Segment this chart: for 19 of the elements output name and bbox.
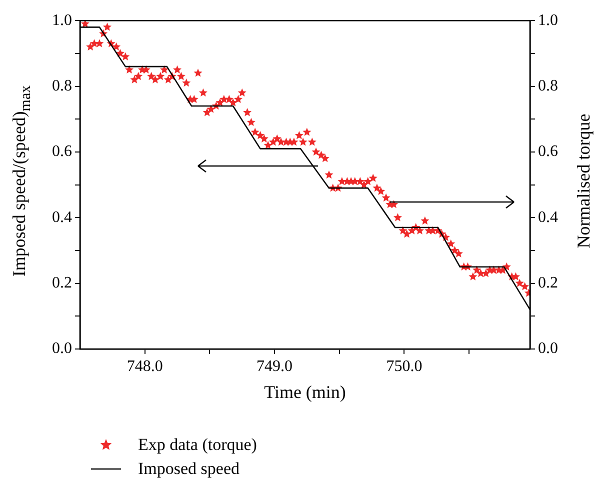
y2-tick-label: 0.4	[538, 208, 558, 226]
y2-tick-label: 0.0	[538, 340, 558, 358]
legend-label: Exp data (torque)	[138, 435, 257, 455]
y-tick-label: 0.2	[52, 274, 72, 292]
y-tick-label: 0.8	[52, 77, 72, 94]
y2-tick-label: 0.8	[538, 77, 558, 94]
y2-tick-label: 0.2	[538, 274, 558, 292]
y-tick-label: 0.0	[52, 340, 72, 358]
y-tick-label: 0.4	[52, 208, 72, 226]
x-tick-label: 750.0	[386, 358, 422, 375]
y-tick-label: 1.0	[52, 12, 72, 29]
y2-axis-title: Normalised torque	[574, 114, 594, 248]
y2-tick-label: 0.6	[538, 143, 558, 160]
y2-tick-label: 1.0	[538, 12, 558, 29]
x-tick-label: 749.0	[256, 358, 293, 375]
legend-label: Imposed speed	[138, 459, 240, 479]
y-tick-label: 0.6	[52, 143, 72, 160]
x-axis-title: Time (min)	[264, 382, 346, 402]
x-tick-label: 748.0	[126, 358, 163, 375]
